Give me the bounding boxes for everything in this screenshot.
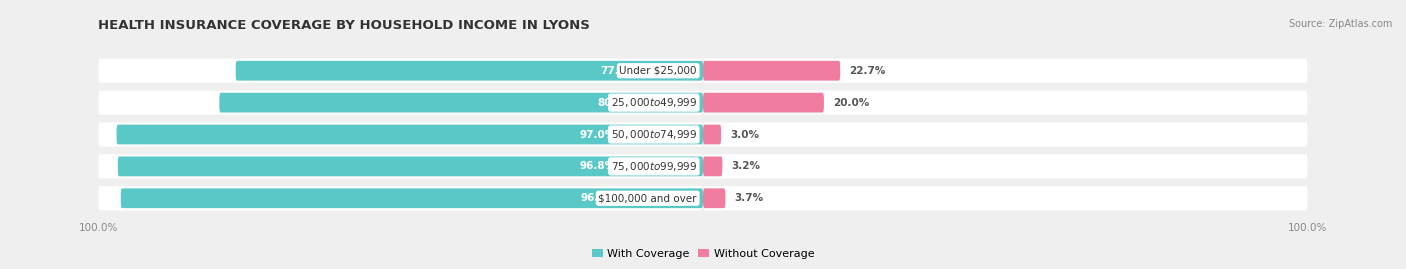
- Text: 77.3%: 77.3%: [600, 66, 637, 76]
- FancyBboxPatch shape: [98, 90, 703, 115]
- FancyBboxPatch shape: [703, 186, 1308, 210]
- Text: 20.0%: 20.0%: [832, 98, 869, 108]
- FancyBboxPatch shape: [703, 122, 1308, 147]
- Text: 80.0%: 80.0%: [598, 98, 634, 108]
- Text: Under $25,000: Under $25,000: [620, 66, 697, 76]
- FancyBboxPatch shape: [98, 122, 703, 147]
- FancyBboxPatch shape: [219, 93, 703, 112]
- Text: 96.8%: 96.8%: [579, 161, 616, 171]
- FancyBboxPatch shape: [703, 61, 841, 81]
- FancyBboxPatch shape: [117, 125, 703, 144]
- FancyBboxPatch shape: [98, 154, 703, 179]
- Text: 97.0%: 97.0%: [579, 129, 616, 140]
- Text: $50,000 to $74,999: $50,000 to $74,999: [610, 128, 697, 141]
- FancyBboxPatch shape: [703, 90, 1308, 115]
- FancyBboxPatch shape: [236, 61, 703, 81]
- FancyBboxPatch shape: [703, 188, 725, 208]
- FancyBboxPatch shape: [98, 59, 703, 83]
- FancyBboxPatch shape: [703, 59, 1308, 83]
- Text: HEALTH INSURANCE COVERAGE BY HOUSEHOLD INCOME IN LYONS: HEALTH INSURANCE COVERAGE BY HOUSEHOLD I…: [98, 19, 591, 32]
- Text: 3.0%: 3.0%: [730, 129, 759, 140]
- Text: Source: ZipAtlas.com: Source: ZipAtlas.com: [1288, 19, 1392, 29]
- FancyBboxPatch shape: [703, 154, 1308, 179]
- FancyBboxPatch shape: [98, 186, 703, 210]
- Text: $100,000 and over: $100,000 and over: [599, 193, 697, 203]
- Text: 22.7%: 22.7%: [849, 66, 886, 76]
- Text: $25,000 to $49,999: $25,000 to $49,999: [610, 96, 697, 109]
- Legend: With Coverage, Without Coverage: With Coverage, Without Coverage: [588, 245, 818, 263]
- Text: 3.7%: 3.7%: [734, 193, 763, 203]
- FancyBboxPatch shape: [703, 125, 721, 144]
- Text: 96.3%: 96.3%: [581, 193, 616, 203]
- FancyBboxPatch shape: [703, 157, 723, 176]
- FancyBboxPatch shape: [121, 188, 703, 208]
- FancyBboxPatch shape: [118, 157, 703, 176]
- FancyBboxPatch shape: [703, 93, 824, 112]
- Text: $75,000 to $99,999: $75,000 to $99,999: [610, 160, 697, 173]
- Text: 3.2%: 3.2%: [731, 161, 761, 171]
